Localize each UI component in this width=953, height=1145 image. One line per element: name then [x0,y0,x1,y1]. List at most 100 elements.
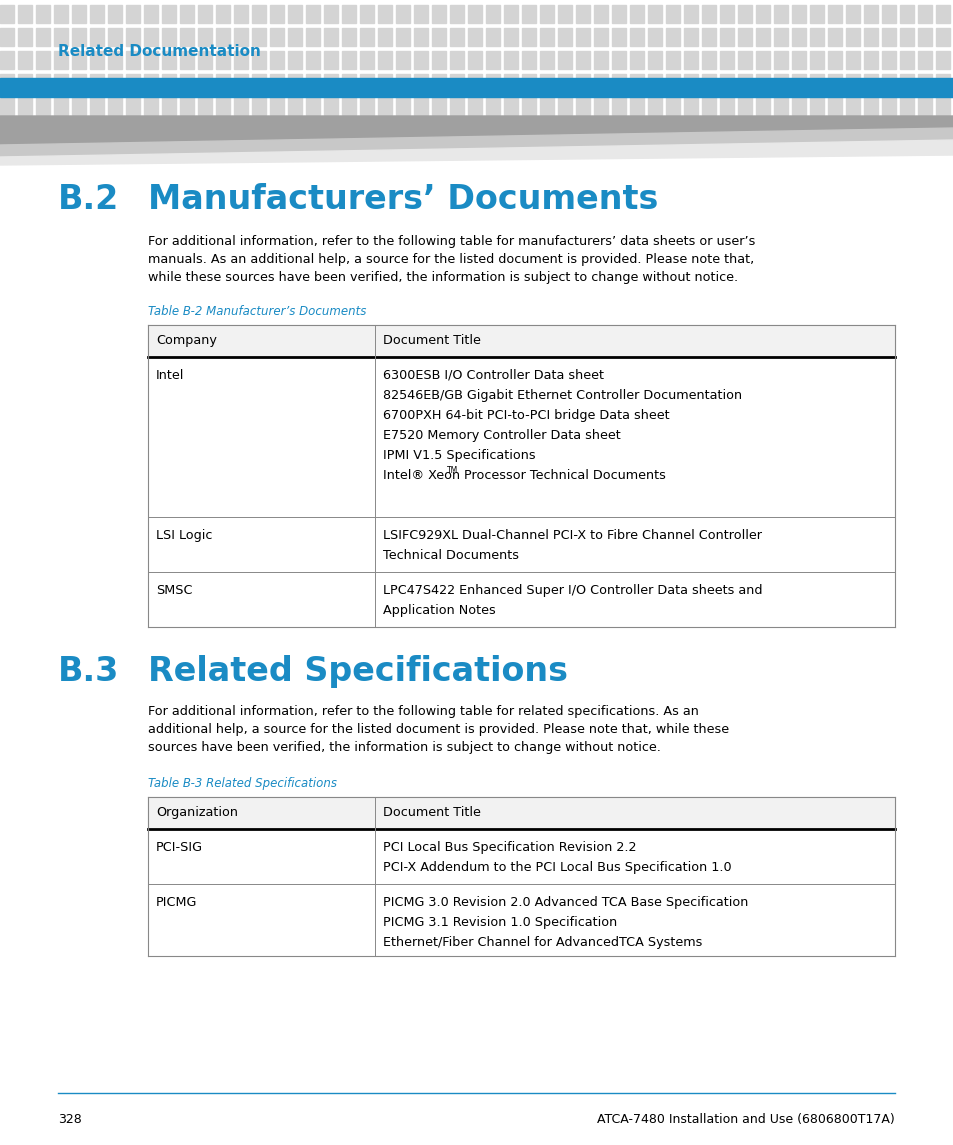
Bar [468,74,481,92]
Bar [108,52,122,69]
Bar [341,52,355,69]
Bar [485,27,499,46]
Bar [359,5,374,23]
Bar [126,97,140,114]
Bar [414,52,428,69]
Bar [809,27,823,46]
Bar [270,5,284,23]
Bar [521,74,536,92]
Text: Related Specifications: Related Specifications [148,655,567,688]
Bar [791,52,805,69]
Bar [324,74,337,92]
Bar [71,97,86,114]
Bar [701,97,716,114]
Bar [629,74,643,92]
Bar [233,74,248,92]
Bar [198,97,212,114]
Bar [576,5,589,23]
Bar [720,52,733,69]
Bar [432,97,446,114]
Bar [126,74,140,92]
Text: LSIFC929XL Dual-Channel PCI-X to Fibre Channel Controller: LSIFC929XL Dual-Channel PCI-X to Fibre C… [382,529,761,542]
Bar [755,97,769,114]
Bar [54,97,68,114]
Text: B.2: B.2 [58,183,119,216]
Bar [576,74,589,92]
Bar [233,97,248,114]
Text: manuals. As an additional help, a source for the listed document is provided. Pl: manuals. As an additional help, a source… [148,253,754,266]
Text: IPMI V1.5 Specifications: IPMI V1.5 Specifications [382,449,535,461]
Bar [594,27,607,46]
Bar [845,97,859,114]
Bar [899,97,913,114]
Text: LSI Logic: LSI Logic [156,529,213,542]
Bar [827,27,841,46]
Bar [148,829,894,884]
Bar [935,27,949,46]
Bar [683,74,698,92]
Bar [18,27,32,46]
Bar [414,74,428,92]
Bar [594,74,607,92]
Bar [450,74,463,92]
Bar [306,74,319,92]
Bar [71,5,86,23]
Bar [0,5,14,23]
Bar [503,27,517,46]
Bar [108,97,122,114]
Bar [0,97,14,114]
Bar [720,74,733,92]
Bar [288,5,302,23]
Bar [755,52,769,69]
Bar [917,5,931,23]
Bar [899,5,913,23]
Bar [485,97,499,114]
Text: Processor Technical Documents: Processor Technical Documents [460,469,665,482]
Bar [215,27,230,46]
Bar [36,74,50,92]
Bar [288,74,302,92]
Bar [108,5,122,23]
Bar [359,27,374,46]
Bar [503,5,517,23]
Bar [845,5,859,23]
Bar [882,74,895,92]
Bar [432,5,446,23]
Bar [252,27,266,46]
Bar [845,27,859,46]
Bar [395,74,410,92]
Bar [198,74,212,92]
Text: Table B-3 Related Specifications: Table B-3 Related Specifications [148,777,336,790]
Bar [629,27,643,46]
Polygon shape [0,116,953,145]
Text: 6300ESB I/O Controller Data sheet: 6300ESB I/O Controller Data sheet [382,369,603,382]
Bar [738,97,751,114]
Bar [899,52,913,69]
Bar [917,27,931,46]
Bar [252,97,266,114]
Bar [359,52,374,69]
Bar [377,5,392,23]
Bar [647,74,661,92]
Bar [288,97,302,114]
Bar [612,97,625,114]
Text: PCI-X Addendum to the PCI Local Bus Specification 1.0: PCI-X Addendum to the PCI Local Bus Spec… [382,861,731,874]
Bar [720,97,733,114]
Bar [612,27,625,46]
Bar [503,52,517,69]
Bar [144,27,158,46]
Text: SMSC: SMSC [156,584,193,597]
Bar [539,52,554,69]
Bar [576,52,589,69]
Bar [233,5,248,23]
Bar [863,97,877,114]
Bar [665,27,679,46]
Bar [162,74,175,92]
Bar [809,97,823,114]
Bar [863,74,877,92]
Bar [377,74,392,92]
Bar [827,52,841,69]
Bar [701,74,716,92]
Bar [558,74,572,92]
Bar [414,5,428,23]
